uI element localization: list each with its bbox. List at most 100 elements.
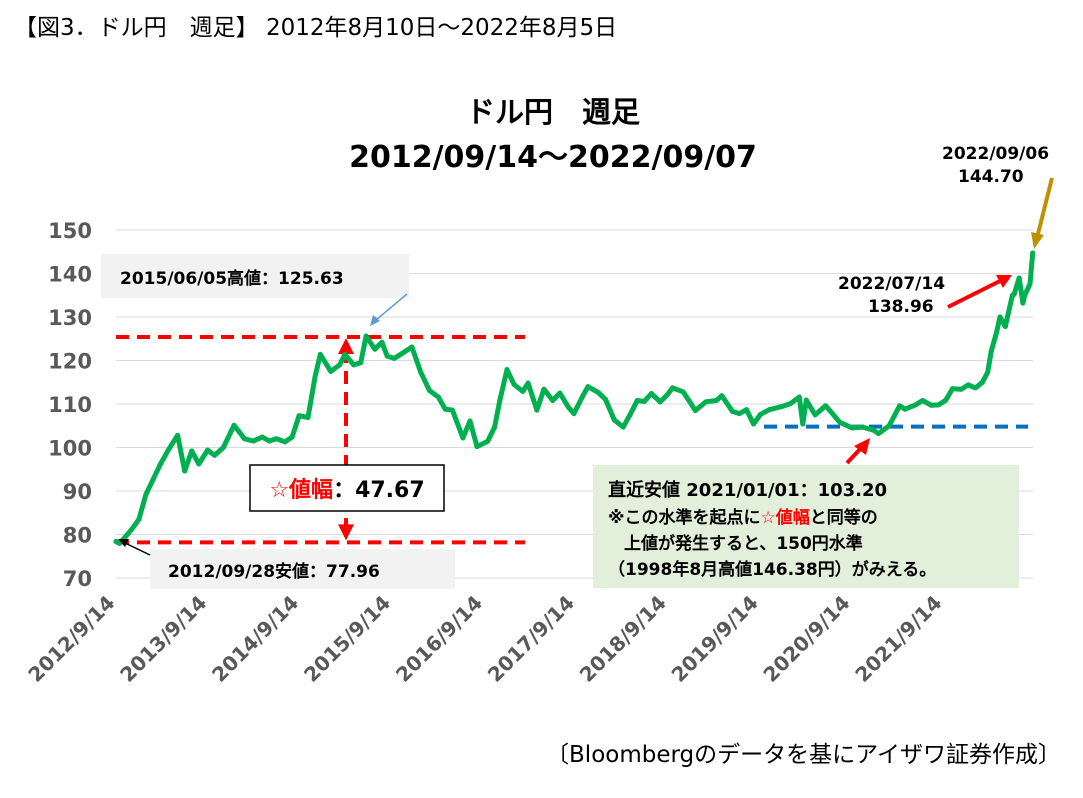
data-point (585, 384, 591, 390)
y-tick-label: 130 (48, 306, 92, 330)
data-point (779, 404, 785, 410)
y-tick-label: 80 (63, 524, 92, 548)
data-point (997, 314, 1003, 320)
data-point (342, 351, 348, 357)
data-point (409, 344, 415, 350)
high-pointer-head (370, 315, 380, 326)
annotation-guides (116, 335, 1028, 545)
data-point (435, 394, 441, 400)
data-point (664, 392, 670, 398)
data-point (220, 445, 226, 450)
data-point (351, 362, 357, 368)
data-point (328, 368, 334, 374)
recent-low-line2-pre: ※この水準を起点に (608, 507, 761, 528)
y-tick-label: 100 (48, 437, 92, 461)
x-tick-label: 2016/9/14 (391, 591, 487, 687)
latest-pointer-head (1031, 232, 1044, 249)
data-point (136, 516, 142, 522)
data-point (958, 386, 964, 392)
data-point (449, 407, 455, 413)
recent-low-box (593, 465, 1019, 588)
data-point (205, 447, 211, 453)
data-point (492, 424, 498, 430)
data-point (384, 353, 390, 359)
data-point (504, 367, 510, 373)
low-label: 2012/09/28安値：77.96 (168, 561, 380, 582)
data-point (703, 399, 709, 405)
data-point (669, 385, 675, 391)
data-point (758, 411, 764, 417)
data-point (641, 398, 647, 404)
data-point (550, 398, 556, 404)
data-point (485, 438, 491, 444)
data-point (273, 436, 279, 442)
latest-value-label: 144.70 (958, 167, 1024, 187)
x-axis: 2012/9/142013/9/142014/9/142015/9/142016… (23, 591, 946, 687)
data-point (800, 421, 806, 427)
data-point (196, 461, 202, 467)
x-tick-label: 2013/9/14 (115, 591, 211, 687)
data-point (965, 382, 971, 388)
range-label-value: ：47.67 (333, 478, 425, 503)
data-point (928, 402, 934, 408)
range-arrow-head-down (338, 524, 354, 541)
data-point (860, 424, 866, 430)
data-point (497, 397, 503, 403)
range-arrow-head-up (338, 338, 354, 355)
data-point (231, 422, 237, 428)
data-point (994, 330, 1000, 336)
data-point (886, 423, 892, 429)
recent-low-line2-red: ☆値幅 (761, 507, 810, 528)
data-point (150, 477, 156, 483)
data-point (520, 388, 526, 394)
data-point (849, 425, 855, 431)
data-point (580, 393, 586, 399)
data-point (305, 414, 311, 420)
recent-low-pointer-head (854, 438, 870, 455)
data-point (766, 407, 772, 413)
data-point (985, 369, 991, 375)
data-point (596, 390, 602, 396)
data-point (363, 333, 369, 339)
data-point (803, 397, 809, 403)
data-point (571, 411, 577, 417)
data-point (714, 398, 720, 404)
x-tick-label: 2014/9/14 (207, 591, 303, 687)
data-point (212, 452, 218, 458)
data-point (634, 398, 640, 404)
data-point (266, 438, 272, 444)
data-point (736, 411, 742, 417)
data-point (242, 436, 248, 442)
x-tick-label: 2017/9/14 (483, 591, 579, 687)
data-point (166, 446, 172, 452)
recent-low-line1: 直近安値 2021/01/01：103.20 (608, 479, 887, 501)
data-point (1020, 300, 1026, 306)
data-point (743, 407, 749, 413)
source-note: 〔Bloombergのデータを基にアイザワ証券作成〕 (546, 742, 1061, 768)
range-box (249, 464, 445, 512)
data-point (122, 535, 128, 541)
data-point (972, 385, 978, 391)
plot-area (113, 250, 1036, 546)
data-point (603, 397, 609, 403)
data-point (1027, 281, 1033, 287)
recent-low-line2: ※この水準を起点に☆値幅と同等の (608, 507, 878, 528)
data-point (913, 402, 919, 408)
low-label-box (150, 549, 455, 589)
data-point (442, 406, 448, 412)
latest-date-label: 2022/09/06 (942, 144, 1049, 164)
data-point (935, 402, 941, 408)
data-point (1011, 291, 1017, 297)
x-tick-label: 2012/9/14 (23, 591, 119, 687)
data-point (175, 432, 181, 438)
data-point (541, 386, 547, 392)
data-point (398, 351, 404, 357)
data-point (511, 381, 517, 387)
data-point (1022, 292, 1028, 298)
data-point (988, 348, 994, 354)
x-tick-label: 2021/9/14 (850, 591, 946, 687)
data-point (391, 355, 397, 361)
data-point (259, 434, 265, 440)
data-point (189, 448, 195, 454)
